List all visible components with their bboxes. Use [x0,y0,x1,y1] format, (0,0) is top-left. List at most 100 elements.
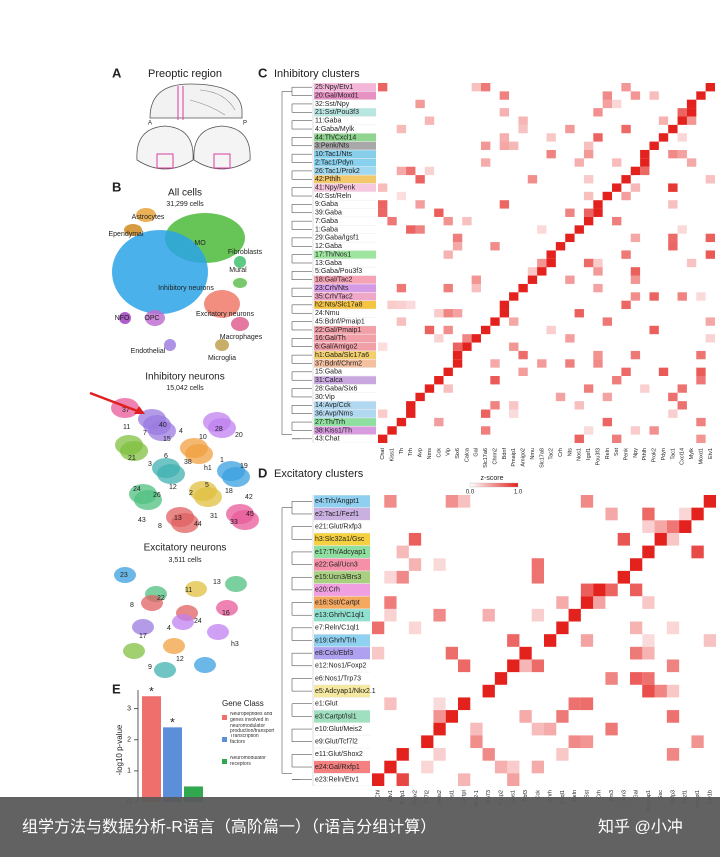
heat-cell [574,309,584,318]
heat-cell [705,175,715,184]
heat-cell [640,166,650,176]
heat-cell [696,367,706,377]
dendro-branch [291,678,300,692]
legend-min: 0.0 [466,490,475,496]
legend-swatch [222,715,227,720]
heat-cell [518,124,528,134]
heat-cell [408,621,422,635]
cluster-name: 13:Gaba [315,260,342,267]
cluster-name: 45:Bdnf/Pmaip1 [315,318,365,325]
tsne-cluster [123,643,145,659]
heat-cell [568,735,581,749]
tsne-cluster [204,290,240,318]
gene-label: Bdnf [502,448,508,460]
heat-cell [433,748,446,761]
cluster-label: 8 [158,523,162,530]
cluster-name: 42:Pthlh [315,176,341,183]
dendro-branch [291,271,300,280]
cluster-color [314,583,370,596]
tsne-cluster [185,581,207,597]
heat-cell [387,426,397,435]
heat-cell [612,158,622,167]
cluster-label: 13 [174,515,182,522]
cluster-color [314,300,376,309]
gene-label: Reln [605,448,611,459]
heat-cell [630,583,643,597]
cluster-color [314,225,376,234]
bar [163,727,182,802]
gene-label: Npy [633,448,639,458]
tsne-cluster [226,504,254,524]
gene-label: Nmu [530,448,536,460]
cluster-color [314,609,370,622]
heat-cell [621,124,631,134]
gene-label: Etv1 [388,790,394,801]
heat-cell [686,99,697,109]
cluster-name: 14:Avp/Cck [315,402,351,409]
cluster-color [314,108,376,117]
cluster-label: 1 [220,457,224,464]
heat-cell [499,141,510,150]
heat-cell [602,91,613,100]
heat-cell [612,434,622,443]
cluster-name: 39:Gaba [315,210,342,217]
panel-label: A [112,65,122,80]
heat-cell [537,267,547,276]
heat-cell [408,558,422,571]
cluster-label: 12 [169,484,177,491]
heat-cell [458,697,471,711]
heat-cell [649,141,659,150]
heat-cell [654,532,667,546]
heat-cell [668,149,678,159]
heat-cell [378,183,388,192]
cell-type-label: Fibroblasts [228,249,263,256]
heat-cell [443,325,453,335]
heat-cell [445,710,458,723]
heat-cell [490,376,500,385]
heat-cell [677,116,687,125]
heat-cell [406,300,416,310]
heat-cell [519,659,532,673]
gene-label: Slc17a8 [539,448,545,468]
gene-label: Six6 [455,448,461,459]
dendro-branch [291,153,300,163]
cluster-name: e9:Glut/Tcf7l2 [315,739,358,746]
cluster-name: 41:Npy/Penk [315,184,356,191]
cluster-color [314,773,370,786]
dendro-branch [291,371,300,381]
gene-label: Th [399,448,405,454]
cluster-name: 20:Gal/Moxd1 [315,92,359,99]
heat-cell [703,495,716,508]
heat-cell [691,507,704,521]
cluster-color [314,175,376,184]
heat-cell [421,735,434,749]
heat-cell [630,646,643,660]
heat-cell [415,225,425,234]
gene-label: Prok2 [652,448,658,462]
tsne-cluster [215,339,229,351]
cluster-name: 12:Gaba [315,243,342,250]
cluster-label: 44 [194,521,202,528]
cluster-name: e2:Tac1/Fezf1 [315,511,359,518]
heat-cell [630,166,641,176]
gene-label: Nos1 [577,448,583,461]
tsne-cluster [217,461,245,481]
cluster-name: 7:Gaba [315,218,338,225]
cell-type-label: Mural [229,267,247,274]
heat-cell [593,267,603,276]
cluster-color [314,275,376,284]
roi-box [213,153,231,169]
cluster-color [314,760,370,774]
heat-cell [593,359,603,368]
cluster-label: 8 [130,602,134,609]
significance-mark: * [170,716,175,730]
heat-cell [378,83,388,92]
heat-cell [421,760,434,774]
tsne-cluster [129,484,157,504]
tsne-cluster [234,256,246,268]
footer-bar [0,797,720,857]
heat-cell [434,376,444,385]
heat-cell [691,545,704,559]
gene-label: Penk [624,448,630,461]
